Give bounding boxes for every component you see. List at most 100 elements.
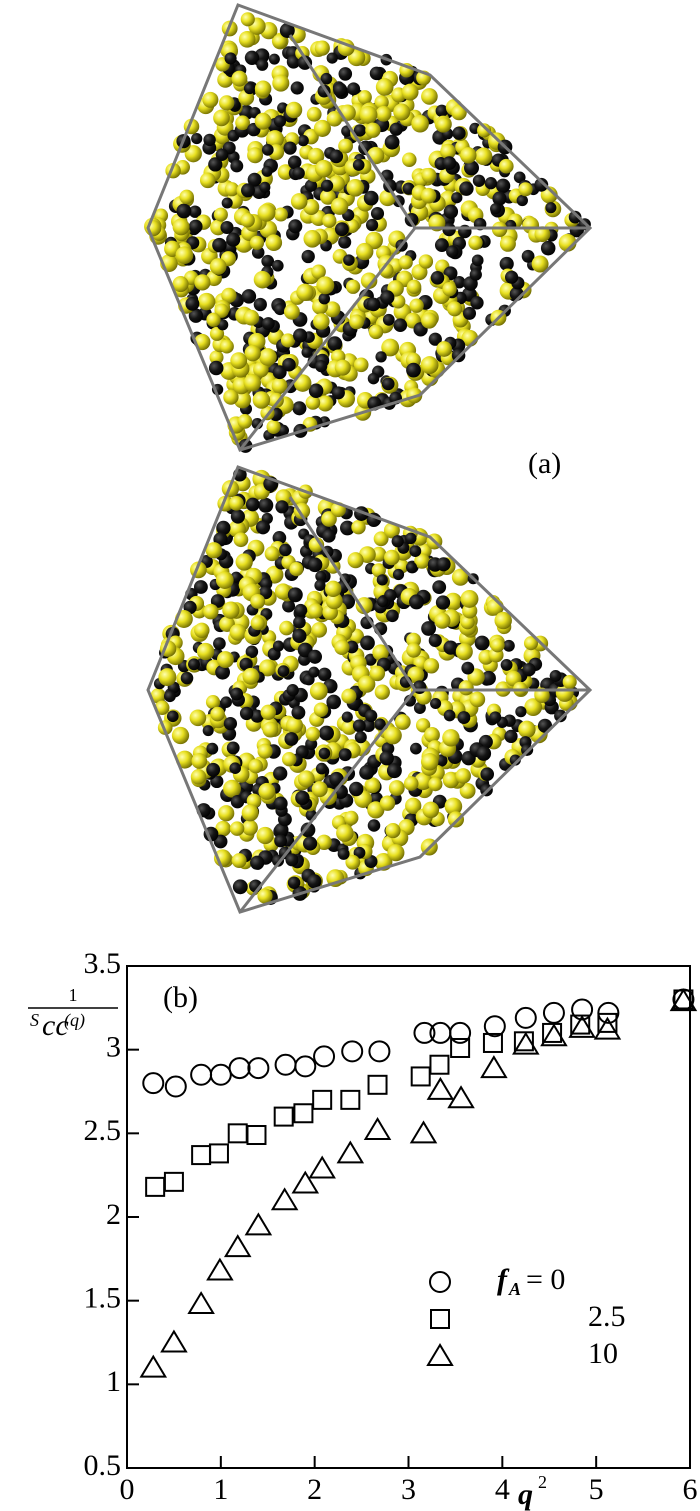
particle — [461, 661, 475, 675]
particle — [273, 115, 287, 128]
point — [540, 1023, 568, 1047]
particle — [504, 270, 519, 284]
particle — [279, 543, 292, 557]
particle — [513, 171, 526, 184]
particle — [489, 711, 502, 724]
y-label-numerator: 1 — [69, 985, 78, 1005]
y-label-denominator-arg: (q) — [64, 1010, 85, 1031]
particle — [219, 339, 234, 354]
particle — [286, 716, 303, 734]
particle — [490, 203, 502, 215]
particle — [302, 836, 318, 851]
particle — [295, 790, 310, 806]
particle — [206, 312, 221, 327]
particle — [337, 847, 350, 860]
particle — [469, 268, 482, 281]
particle — [286, 684, 299, 697]
particle — [352, 159, 365, 171]
particle — [150, 688, 166, 704]
particle — [455, 643, 473, 661]
plot: 0 1 2 3 4 5 60.511.522.533.5(b)q 21S cc(q)= 02.5… — [28, 947, 698, 1511]
particle — [285, 853, 299, 867]
x-tick-label: 5 — [589, 1473, 604, 1506]
particle — [386, 609, 399, 623]
point — [139, 1354, 168, 1378]
particle — [218, 805, 235, 822]
particle — [158, 668, 177, 687]
particle — [232, 879, 248, 895]
particle — [257, 203, 276, 222]
particle — [468, 235, 483, 250]
particle — [414, 772, 433, 791]
particle — [460, 589, 479, 608]
particle — [531, 255, 549, 273]
particle — [281, 751, 297, 767]
particle — [301, 249, 315, 264]
particle — [154, 700, 170, 716]
particle — [443, 709, 456, 722]
particle — [464, 160, 479, 176]
particle — [205, 695, 221, 710]
particle — [402, 182, 415, 195]
particle — [215, 148, 229, 161]
particle — [305, 395, 321, 410]
particle — [338, 748, 352, 762]
point — [145, 1176, 166, 1197]
particle — [410, 742, 422, 755]
particle — [443, 640, 458, 655]
point — [247, 1057, 270, 1080]
particle — [229, 495, 244, 511]
particle — [331, 386, 345, 400]
particle — [309, 682, 328, 701]
particle — [428, 633, 442, 648]
particle — [549, 669, 562, 682]
particle — [367, 801, 385, 819]
particle — [208, 360, 224, 376]
particle — [254, 112, 272, 130]
particle — [322, 529, 336, 543]
particle — [452, 126, 466, 140]
particle — [209, 258, 227, 275]
particle — [249, 235, 265, 250]
particle — [282, 357, 296, 372]
particle — [239, 706, 254, 721]
particle — [283, 303, 300, 320]
particle — [459, 782, 476, 799]
particle — [264, 546, 280, 562]
particle — [279, 620, 294, 636]
particle — [205, 542, 223, 559]
particle — [272, 33, 288, 49]
point — [542, 1001, 565, 1024]
particle — [288, 219, 303, 234]
particle — [305, 726, 321, 742]
particle — [253, 361, 269, 378]
particle — [172, 218, 190, 236]
particle — [206, 742, 219, 755]
particle — [385, 823, 401, 839]
particle — [239, 657, 253, 671]
point — [449, 1021, 472, 1044]
particle — [375, 78, 394, 96]
particle — [428, 332, 442, 346]
particle — [386, 763, 402, 779]
particle — [311, 622, 328, 638]
particle — [518, 720, 536, 739]
particle — [423, 658, 440, 674]
particle — [406, 632, 421, 648]
particle — [375, 351, 387, 363]
particle — [261, 254, 275, 268]
particle — [367, 819, 381, 832]
point — [429, 1054, 450, 1075]
particle — [224, 182, 239, 197]
particle — [230, 687, 244, 701]
particle — [291, 705, 306, 720]
particle — [243, 374, 262, 392]
particle — [420, 187, 437, 204]
particle — [474, 147, 493, 166]
particle — [413, 702, 426, 714]
point — [294, 1055, 317, 1078]
particle — [216, 520, 231, 536]
particle — [369, 66, 384, 81]
particle — [212, 237, 227, 253]
particle — [274, 303, 286, 316]
